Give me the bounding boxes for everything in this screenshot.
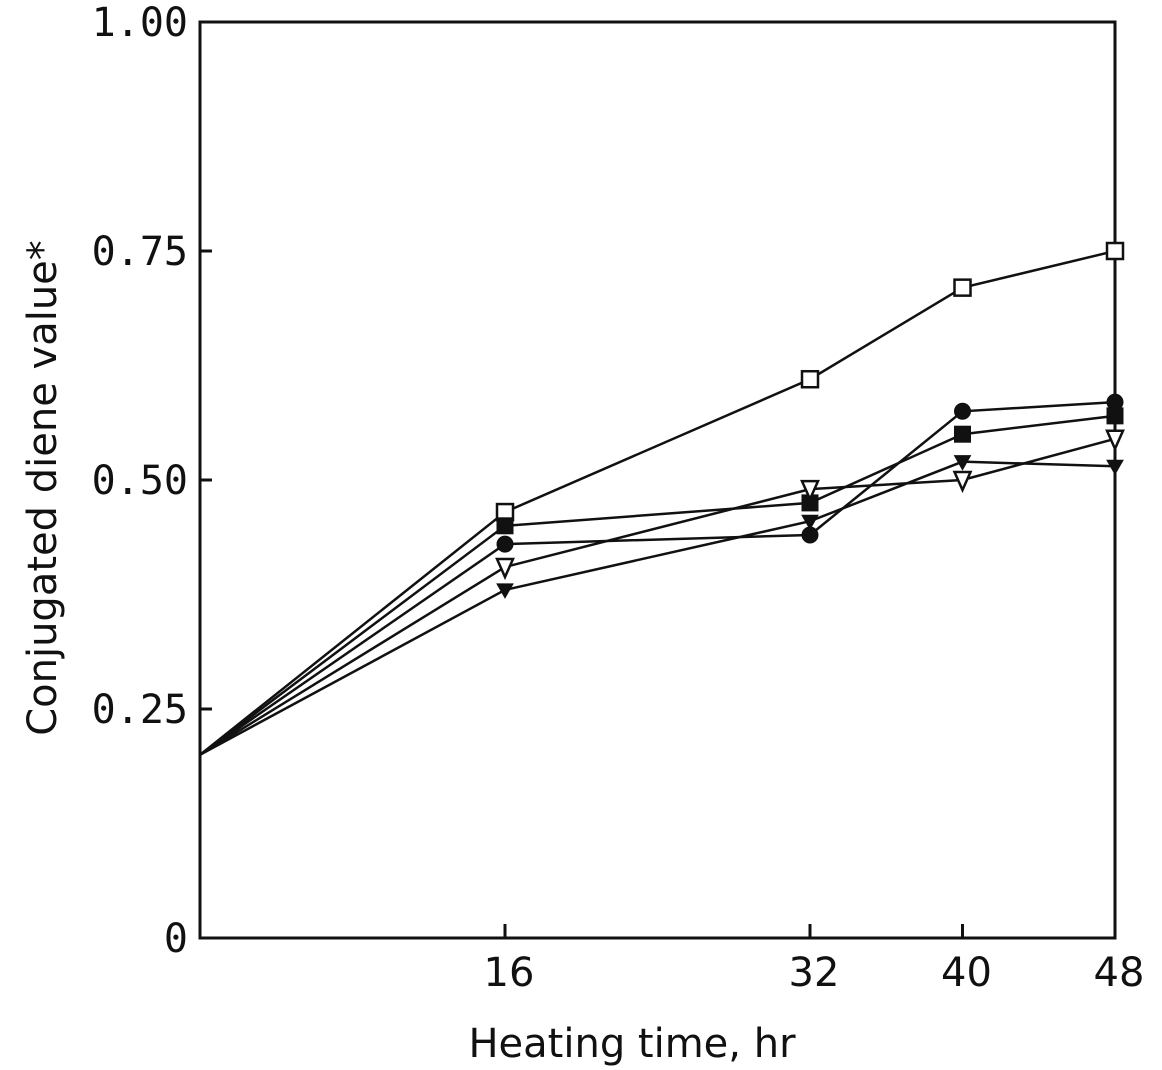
open-square-point [800,369,820,389]
filled-circle-point [954,402,971,420]
series-line [199,437,1116,756]
series-line [199,400,1116,756]
filled-triangle-down-point [953,455,972,471]
y-tick-label: 0.25 [92,687,188,733]
x-axis-title: Heating time, hr [468,1021,796,1067]
axes [198,20,1117,940]
series-4 [199,429,1125,756]
open-triangle-down-point [952,470,973,494]
open-square-point [1105,241,1125,261]
x-tick-label: 32 [789,950,840,996]
series-group [199,241,1125,756]
open-square-point [953,278,972,297]
y-tick-label: 0.50 [92,458,188,504]
series-line [199,414,1116,756]
filled-triangle-down-point [1106,459,1124,476]
open-triangle-down-point [800,479,820,503]
x-tick-label: 16 [484,950,535,996]
series-1 [199,241,1125,756]
filled-triangle-down-point [496,583,514,599]
y-axis-title: Conjugated diene value* [20,240,66,736]
filled-triangle-down-point [801,514,819,531]
series-3 [199,407,1124,756]
x-tick-label: 48 [1094,950,1145,996]
x-tick-label: 40 [941,950,992,996]
series-2 [199,393,1124,756]
y-tick-label: 1.00 [92,0,188,46]
open-triangle-down-point [495,557,515,581]
plot-frame [198,20,1117,940]
open-triangle-down-point [1105,429,1125,452]
labels: 0 0.25 0.50 0.75 1.00 16 32 40 48 Heating time, h… [20,0,1144,1067]
y-tick-label: 0 [164,916,188,962]
filled-square-point [1106,407,1124,425]
filled-square-point [954,425,971,443]
series-line [199,460,1116,756]
series-5 [199,455,1124,756]
y-tick-label: 0.75 [92,229,188,275]
filled-square-point [496,517,514,535]
filled-circle-point [496,535,514,553]
